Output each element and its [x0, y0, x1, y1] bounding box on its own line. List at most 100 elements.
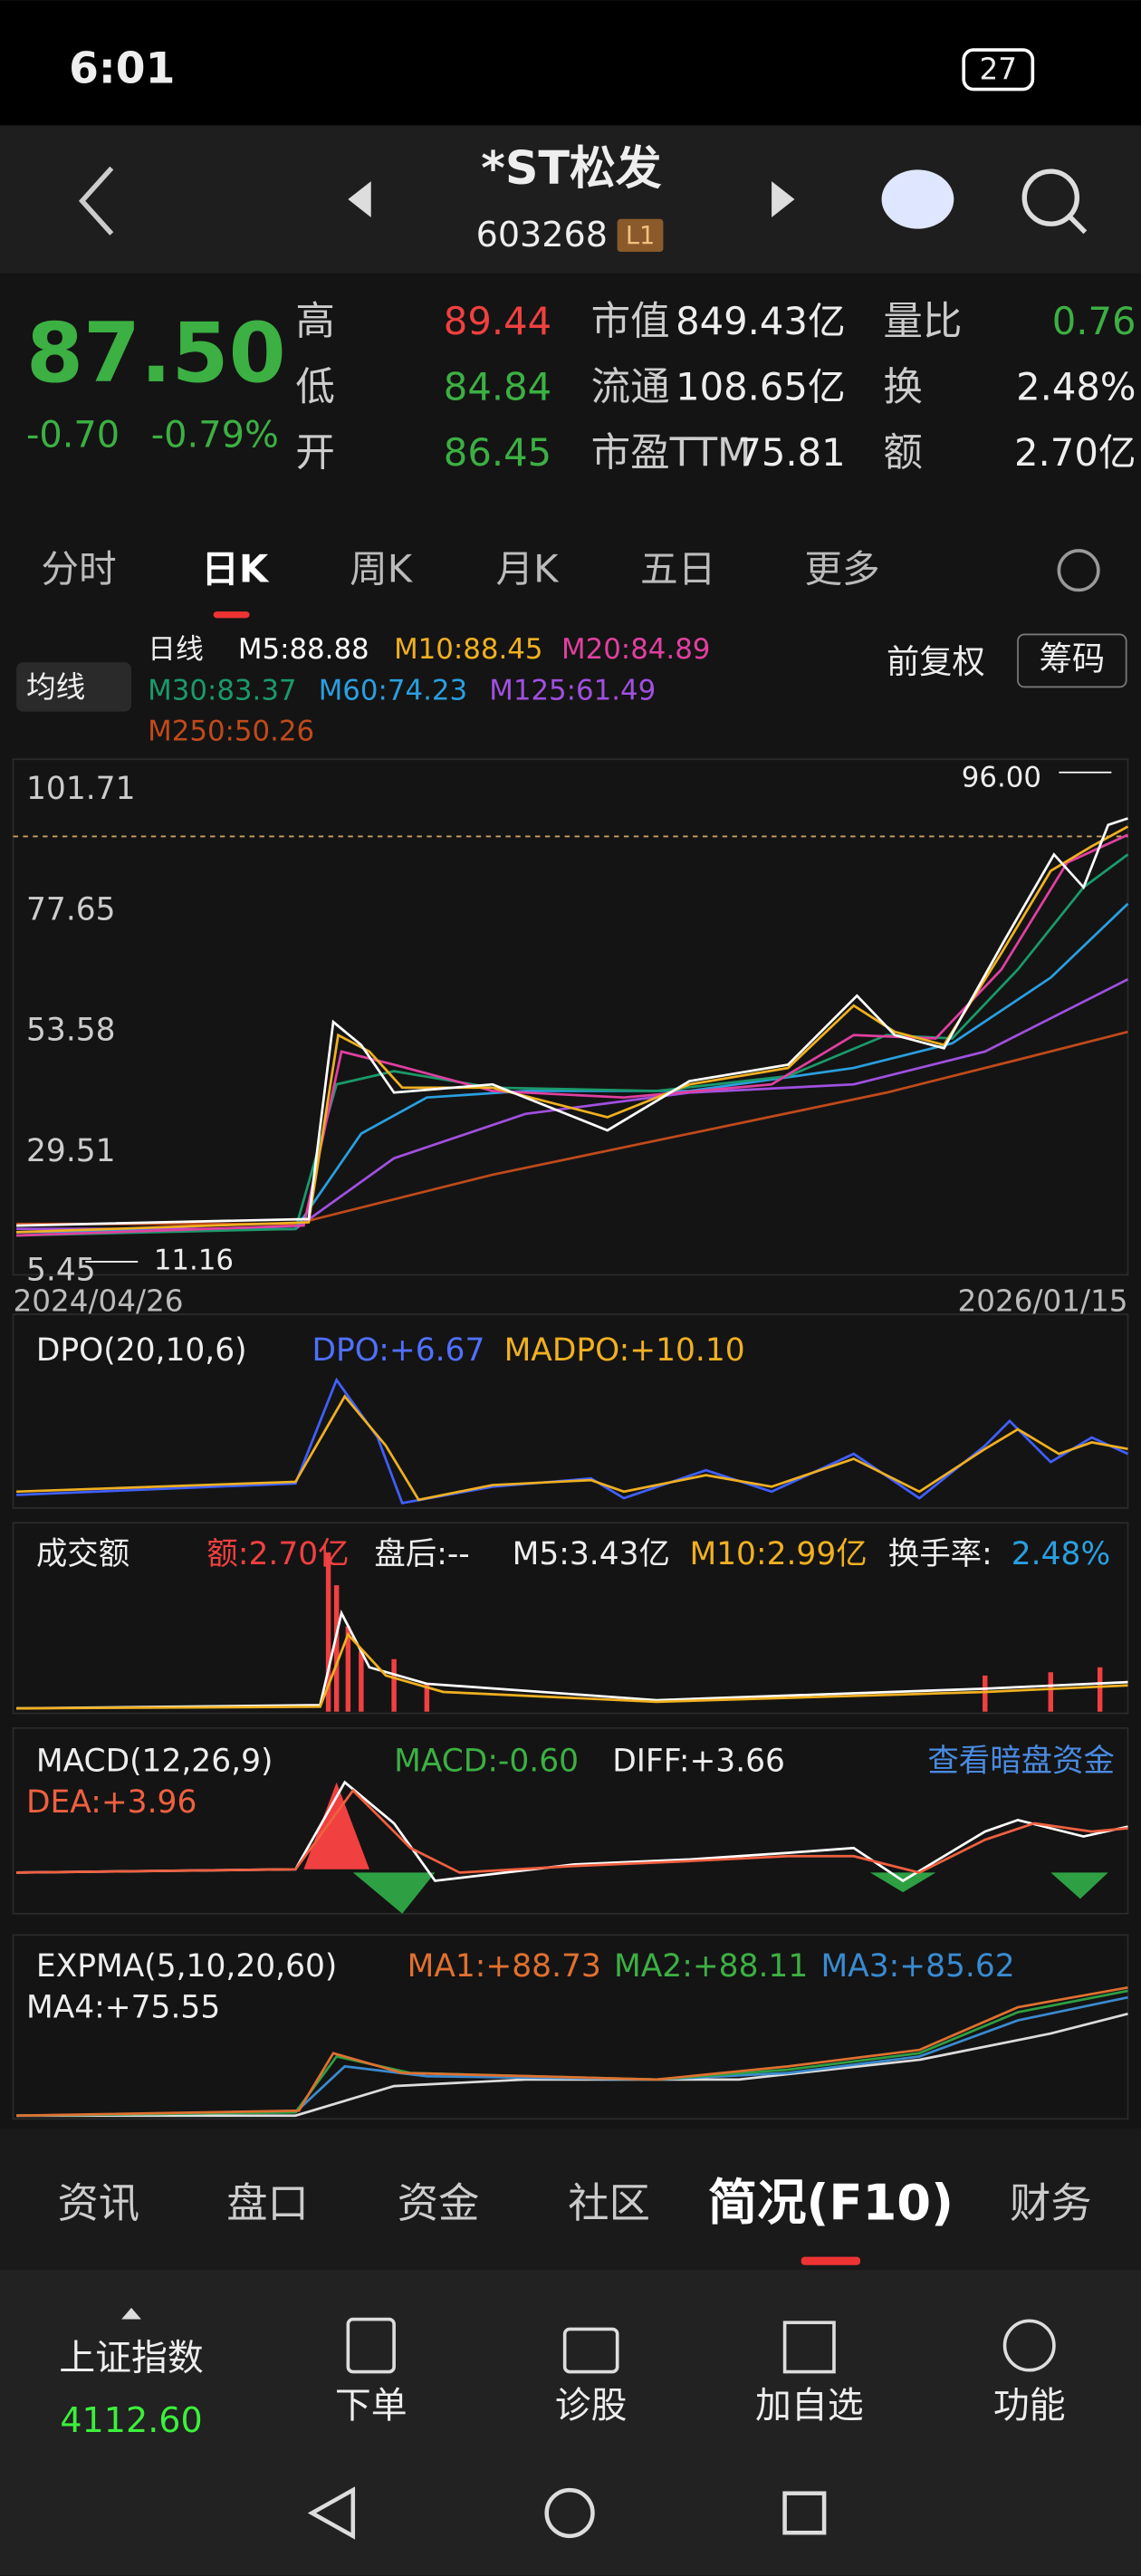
settings-icon[interactable] — [1057, 549, 1100, 592]
indicator-value: 额:2.70亿 — [206, 1536, 349, 1572]
ma1-line — [16, 1985, 1128, 2118]
indicator-value: 盘后:-- — [374, 1536, 469, 1572]
chart-tab[interactable]: 更多 — [804, 547, 879, 591]
adjust-mode[interactable]: 前复权 — [887, 642, 985, 681]
search-icon[interactable] — [1021, 168, 1080, 226]
diagnose-icon[interactable] — [562, 2327, 619, 2374]
price-axis-label: 53.58 — [26, 1013, 116, 1049]
field-value: 108.65亿 — [676, 364, 846, 409]
field-label: 市值 — [591, 299, 670, 344]
robot-icon[interactable] — [881, 169, 954, 229]
bottom-tab[interactable]: 社区 — [568, 2179, 650, 2227]
ma20-line — [16, 833, 1129, 1237]
field-value: 84.84 — [444, 364, 551, 409]
indicator-value: 2.48% — [1012, 1536, 1110, 1572]
function-icon[interactable] — [1002, 2319, 1056, 2372]
field-value: 849.43亿 — [676, 299, 846, 343]
ma4-line — [16, 2013, 1128, 2118]
indicator-value: DEA:+3.96 — [26, 1784, 197, 1821]
bottom-tab[interactable]: 资讯 — [57, 2179, 139, 2227]
field-value: 75.81 — [737, 430, 845, 475]
nav-back[interactable] — [307, 2486, 356, 2540]
footer-button[interactable]: 下单 — [335, 2385, 408, 2427]
order-icon[interactable] — [346, 2317, 396, 2374]
field-label: 流通 — [591, 365, 670, 410]
field-label: 换 — [883, 365, 923, 410]
ma-selector[interactable] — [16, 662, 132, 712]
indicator-value: MA2:+88.11 — [614, 1948, 808, 1985]
bottom-tabs-bar — [0, 2129, 1141, 2271]
battery-level: 27 — [980, 53, 1018, 87]
price-axis-label: 77.65 — [26, 891, 116, 928]
bottom-tab[interactable]: 资金 — [398, 2179, 480, 2227]
status-bar — [0, 0, 1141, 126]
search-handle — [1069, 216, 1088, 235]
dea-line — [16, 1788, 1128, 1874]
macd-green-bars — [352, 1872, 1108, 1914]
clock: 6:01 — [69, 44, 175, 94]
badge-bg — [617, 218, 664, 253]
chart-tab[interactable]: 五日 — [640, 547, 715, 591]
indicator-name[interactable]: DPO(20,10,6) — [36, 1332, 247, 1369]
field-value: 2.48% — [1016, 364, 1136, 409]
bottom-tab[interactable]: 简况(F10) — [708, 2175, 954, 2232]
indicator-value: DPO:+6.67 — [312, 1332, 484, 1369]
stock-name: *ST松发 — [481, 141, 661, 195]
field-value: 2.70亿 — [1014, 430, 1136, 475]
chips-button[interactable] — [1017, 633, 1127, 688]
nav-recent[interactable] — [782, 2491, 827, 2535]
indicator-value: MA1:+88.73 — [408, 1948, 601, 1985]
chips-label[interactable]: 筹码 — [1040, 639, 1106, 678]
stock-code: 603268 — [476, 215, 608, 255]
field-value: 86.45 — [444, 430, 551, 475]
macd-red-bars — [303, 1782, 369, 1870]
index-name[interactable]: 上证指数 — [59, 2337, 204, 2379]
madpo-line — [16, 1394, 1128, 1502]
price-axis-label: 29.51 — [26, 1133, 116, 1169]
volume-frame — [12, 1522, 1129, 1715]
next-stock[interactable] — [772, 181, 795, 217]
ma30-line — [16, 853, 1129, 1237]
dpo-frame — [12, 1313, 1129, 1509]
chart-tab[interactable]: 周K — [350, 547, 414, 591]
ma250-line — [16, 1030, 1128, 1226]
indicator-value: M10:2.99亿 — [689, 1536, 867, 1572]
ma-value: M30:83.37 — [148, 674, 296, 706]
ma-selector-label[interactable]: 均线 — [26, 669, 85, 704]
indicator-value: MA4:+75.55 — [26, 1989, 220, 2025]
indicator-value: MADPO:+10.10 — [504, 1332, 745, 1369]
watchlist-icon[interactable] — [782, 2321, 836, 2374]
footer-button[interactable]: 诊股 — [555, 2385, 628, 2427]
indicator-name[interactable]: EXPMA(5,10,20,60) — [36, 1948, 337, 1985]
field-value: 89.44 — [444, 299, 551, 343]
nav-home[interactable] — [544, 2487, 595, 2539]
prev-stock[interactable] — [348, 181, 371, 217]
footer-button[interactable]: 加自选 — [755, 2385, 864, 2427]
ma-value: M250:50.26 — [148, 716, 314, 748]
price-axis-label: 101.71 — [26, 771, 136, 807]
indicator-name[interactable]: 成交额 — [36, 1536, 129, 1572]
indicator-value: DIFF:+3.66 — [612, 1743, 785, 1779]
field-label: 量比 — [883, 299, 962, 344]
macd-frame — [12, 1726, 1129, 1915]
last-price: 87.50 — [26, 306, 286, 401]
indicator-label: 换手率: — [888, 1536, 992, 1572]
chart-tab[interactable]: 日K — [201, 547, 270, 591]
ma125-line — [16, 977, 1129, 1231]
chart-tab[interactable]: 分时 — [41, 547, 116, 591]
ma10-line — [16, 825, 1129, 1234]
ma-value: M5:88.88 — [238, 633, 369, 666]
footer-button[interactable]: 功能 — [993, 2385, 1066, 2427]
indicator-name[interactable]: MACD(12,26,9) — [36, 1743, 273, 1779]
dark-pool-link[interactable]: 查看暗盘资金 — [927, 1743, 1115, 1779]
end-date: 2026/01/15 — [957, 1283, 1127, 1318]
chart-tab[interactable]: 月K — [495, 547, 560, 591]
period: 日线 — [148, 633, 204, 666]
expma-frame — [12, 1934, 1129, 2120]
bottom-tab[interactable]: 盘口 — [226, 2179, 309, 2227]
level-badge: L1 — [626, 222, 655, 250]
start-date: 2024/04/26 — [14, 1283, 184, 1318]
back-button[interactable] — [78, 166, 114, 235]
bottom-tab[interactable]: 财务 — [1010, 2179, 1092, 2227]
tab-indicator — [213, 611, 250, 619]
